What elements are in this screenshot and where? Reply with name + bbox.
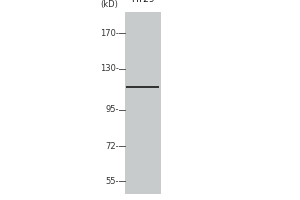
Bar <box>124 12 160 194</box>
Text: 72-: 72- <box>105 142 119 151</box>
Bar <box>126 86 159 88</box>
Text: 55-: 55- <box>105 177 119 186</box>
Text: 95-: 95- <box>105 105 119 114</box>
Text: HT29: HT29 <box>131 0 154 4</box>
Text: (kD): (kD) <box>100 0 118 8</box>
Text: 170-: 170- <box>100 29 118 38</box>
Text: 130-: 130- <box>100 64 118 73</box>
